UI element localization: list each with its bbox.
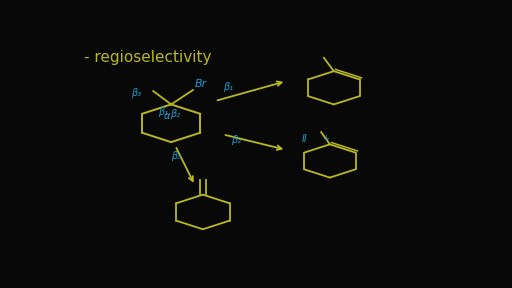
Text: II: II bbox=[302, 134, 308, 144]
Text: - regioselectivity: - regioselectivity bbox=[84, 50, 211, 65]
Text: β₂: β₂ bbox=[231, 135, 241, 145]
Text: Br: Br bbox=[195, 79, 207, 89]
Text: β₁: β₁ bbox=[223, 82, 233, 92]
Text: β₂: β₂ bbox=[170, 109, 181, 119]
Text: β₃: β₃ bbox=[171, 151, 181, 161]
Text: β₃: β₃ bbox=[131, 88, 141, 98]
Text: α: α bbox=[164, 111, 170, 121]
Text: β₁: β₁ bbox=[158, 107, 168, 117]
Text: +: + bbox=[322, 134, 329, 143]
